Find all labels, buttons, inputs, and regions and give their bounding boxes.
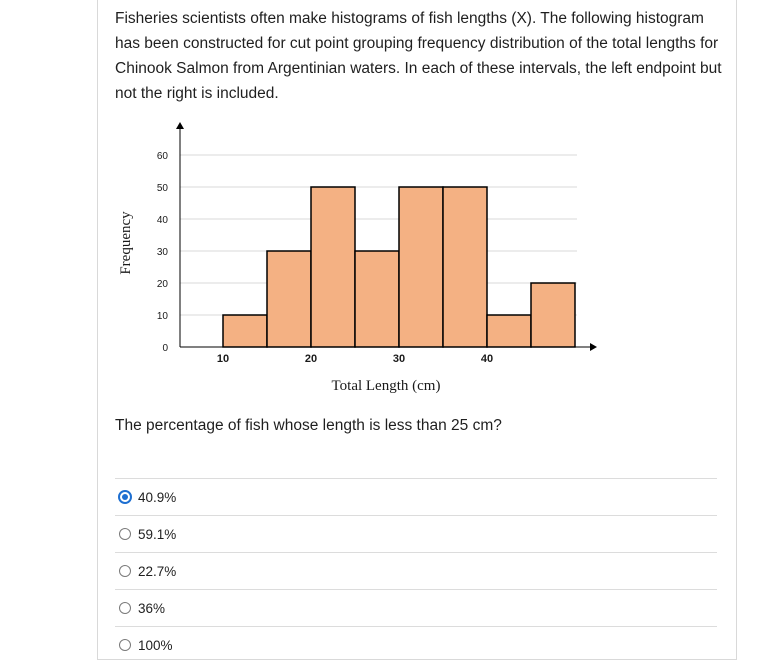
y-tick-label: 0 [162, 343, 168, 354]
answer-options: 40.9% 59.1% 22.7% 36% 100% [115, 478, 717, 663]
option-label: 59.1% [138, 526, 177, 542]
y-axis-label: Frequency [118, 211, 134, 275]
x-axis-label: Total Length (cm) [332, 378, 441, 394]
x-axis-arrow [590, 343, 597, 351]
y-tick-label: 60 [157, 151, 169, 162]
x-tick-label: 30 [393, 353, 405, 365]
x-tick-label: 40 [481, 353, 493, 365]
option-label: 36% [138, 600, 166, 616]
y-axis-arrow [176, 122, 184, 129]
y-tick-labels: 0 10 20 30 40 50 60 [157, 151, 169, 354]
y-tick-label: 10 [157, 311, 169, 322]
question-prompt: The percentage of fish whose length is l… [115, 417, 502, 434]
radio-button[interactable] [118, 490, 132, 504]
question-text: Fisheries scientists often make histogra… [115, 10, 722, 102]
histogram-chart: 0 10 20 30 40 50 60 10 20 30 40 Total Length (cm)… [118, 122, 597, 394]
histogram-bar [222, 314, 268, 348]
x-tick-label: 20 [305, 353, 317, 365]
chart-axes [176, 122, 597, 351]
option-5[interactable]: 100% [115, 626, 717, 663]
option-label: 100% [138, 637, 173, 653]
y-tick-label: 20 [157, 279, 169, 290]
histogram-bar [354, 250, 400, 348]
histogram-bar [398, 186, 444, 348]
y-tick-label: 40 [157, 215, 169, 226]
option-2[interactable]: 59.1% [115, 515, 717, 552]
histogram-bar [442, 186, 488, 348]
histogram-bar [486, 314, 532, 348]
y-tick-label: 50 [157, 183, 169, 194]
radio-button[interactable] [119, 602, 131, 614]
x-tick-labels: 10 20 30 40 [217, 353, 493, 365]
question-panel [97, 0, 737, 660]
option-3[interactable]: 22.7% [115, 552, 717, 589]
histogram-bar [310, 186, 356, 348]
radio-button[interactable] [119, 639, 131, 651]
option-4[interactable]: 36% [115, 589, 717, 626]
x-tick-label: 10 [217, 353, 229, 365]
option-label: 40.9% [138, 489, 177, 505]
option-label: 22.7% [138, 563, 177, 579]
radio-button[interactable] [119, 565, 131, 577]
radio-button[interactable] [119, 528, 131, 540]
option-1[interactable]: 40.9% [115, 478, 717, 515]
histogram-bar [266, 250, 312, 348]
histogram-bars [222, 186, 576, 348]
histogram-bar [530, 282, 576, 348]
y-tick-label: 30 [157, 247, 169, 258]
